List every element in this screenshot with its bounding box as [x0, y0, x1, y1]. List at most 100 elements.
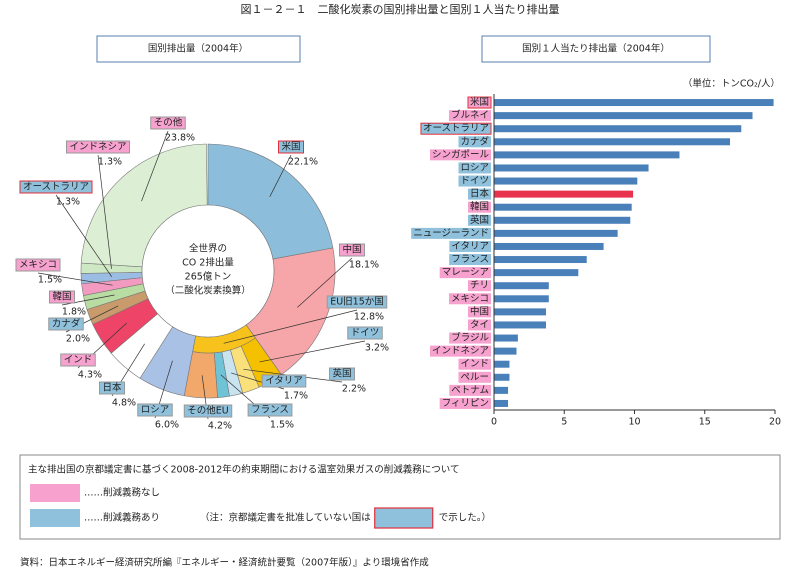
bar	[494, 373, 510, 381]
slice-value-label: 1.3%	[98, 157, 122, 168]
slice-label: その他	[154, 117, 183, 129]
y-tick-label: フランス	[451, 254, 489, 265]
bar	[494, 203, 632, 211]
slice-label: 中国	[342, 244, 361, 256]
leader-line	[269, 154, 292, 197]
label-box	[60, 353, 96, 367]
center-text: 265億トン	[185, 271, 232, 283]
bar	[494, 112, 753, 120]
bar	[494, 399, 509, 407]
legend-note-box	[374, 507, 434, 529]
subtitle-box	[481, 35, 711, 63]
slice-value-label: 18.1%	[349, 260, 379, 271]
slice-value-label: 2.2%	[342, 384, 366, 395]
bar	[494, 334, 518, 342]
category-box	[411, 227, 491, 239]
y-tick-label: オーストラリア	[423, 123, 489, 134]
y-tick-label: カナダ	[460, 135, 489, 147]
slice-value-label: 12.8%	[354, 312, 384, 323]
slice-label: カナダ	[52, 318, 81, 330]
label-box	[326, 295, 388, 309]
slice-value-label: 1.5%	[270, 420, 294, 431]
center-text: （二酸化炭素換算）	[165, 285, 251, 297]
category-box	[458, 371, 491, 383]
slice-label: その他EU	[187, 405, 229, 417]
bar	[494, 321, 546, 329]
slice-value-label: 23.8%	[165, 133, 195, 144]
leader-line	[223, 309, 358, 344]
slice-label: ロシア	[141, 405, 170, 416]
y-tick-label: タイ	[470, 319, 489, 330]
slice-label: ドイツ	[351, 328, 380, 339]
legend-swatch	[30, 484, 80, 502]
legend-box	[19, 454, 781, 540]
y-tick-label: ベトナム	[451, 385, 489, 396]
legend-note: で示した。）	[439, 512, 491, 524]
slice-value-label: 1.8%	[62, 307, 86, 318]
category-box	[439, 267, 491, 279]
bar	[494, 386, 509, 394]
label-box	[48, 317, 84, 331]
slice-label: 米国	[281, 141, 300, 153]
y-tick-label: ロシア	[460, 162, 489, 173]
category-box	[429, 149, 491, 161]
label-box	[261, 374, 307, 388]
leader-line	[55, 194, 112, 277]
slice-value-label: 1.7%	[284, 391, 308, 402]
category-box	[448, 293, 491, 305]
legend-note: （注：京都議定書を批准していない国は	[200, 512, 371, 524]
slice-value-label: 22.1%	[288, 157, 318, 168]
label-box	[277, 140, 305, 154]
y-tick-label: ペルー	[460, 372, 489, 383]
y-tick-label: チリ	[470, 280, 489, 291]
x-tick-label: 10	[628, 417, 640, 428]
bar	[494, 360, 510, 368]
category-box	[449, 254, 491, 266]
category-box	[439, 397, 491, 409]
slice-label: イタリア	[265, 376, 303, 387]
label-box	[338, 243, 366, 257]
bar	[494, 177, 638, 185]
y-tick-label: 英国	[470, 214, 489, 226]
bar	[494, 151, 680, 159]
slice-label: 日本	[102, 382, 122, 394]
category-box	[467, 280, 491, 292]
slice-label: フランス	[251, 405, 289, 416]
category-box	[420, 122, 492, 135]
unit-label: （単位：トンCO₂/人）	[683, 78, 780, 90]
category-box	[467, 188, 491, 200]
bar-title: 国別１人当たり排出量（2004年）	[522, 43, 670, 55]
legend-swatch	[30, 509, 80, 527]
leader-line	[37, 272, 113, 286]
label-box	[15, 258, 61, 272]
category-box	[429, 345, 491, 357]
category-box	[467, 96, 492, 109]
leader-line	[141, 130, 169, 202]
bar	[494, 138, 731, 146]
slice-label: EU旧15か国	[330, 297, 384, 308]
bar	[494, 347, 517, 355]
label-box	[183, 404, 233, 418]
slice-value-label: 2.0%	[66, 334, 90, 345]
category-box	[449, 384, 491, 396]
y-tick-label: フィリピン	[442, 398, 489, 409]
x-tick-label: 15	[699, 417, 711, 428]
y-tick-label: インドネシア	[432, 346, 489, 357]
slice-value-label: 4.8%	[112, 398, 136, 409]
bar	[494, 242, 604, 250]
bar	[494, 295, 549, 303]
category-box	[458, 175, 491, 187]
slice-label: メキシコ	[19, 260, 57, 271]
y-tick-label: 米国	[470, 96, 489, 108]
slice-value-label: 1.3%	[56, 197, 80, 208]
bar	[494, 164, 649, 172]
leader-line	[97, 154, 112, 269]
y-tick-label: ブルネイ	[451, 109, 489, 121]
center-text: 全世界の	[189, 243, 227, 255]
y-tick-label: 日本	[470, 188, 490, 200]
label-box	[98, 381, 126, 395]
legend-label: ……削減義務なし	[84, 487, 160, 499]
category-box	[458, 162, 491, 174]
bar	[494, 282, 549, 290]
